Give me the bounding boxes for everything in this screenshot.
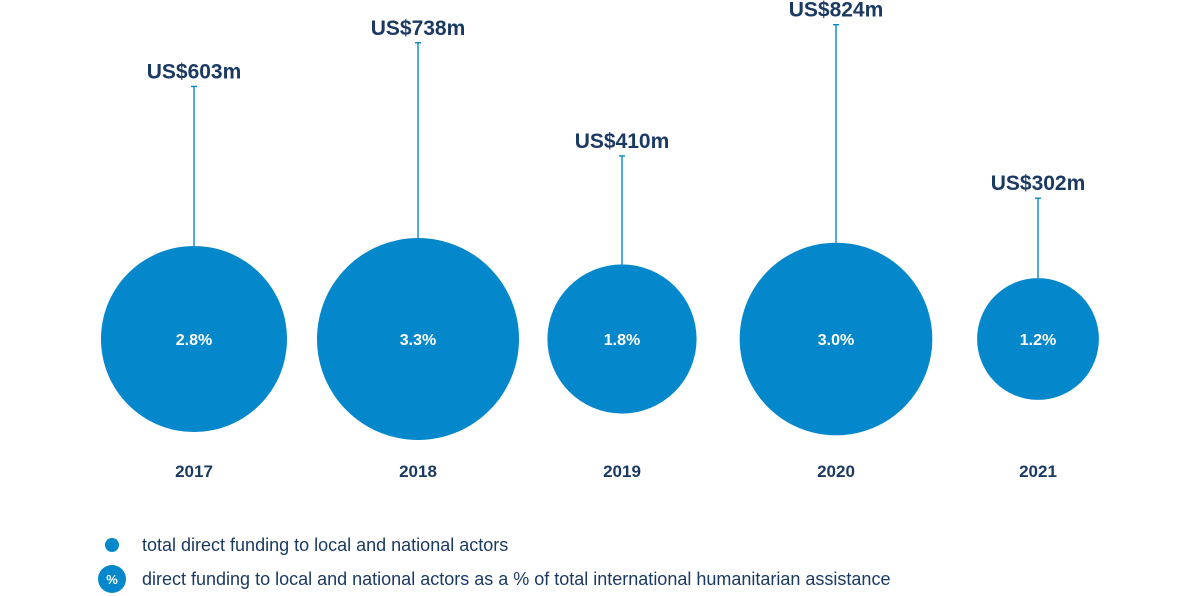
amount-label-2017: US$603m [147, 60, 242, 83]
bubble-2018 [317, 238, 519, 440]
legend-item-percentage: % direct funding to local and national a… [96, 562, 1096, 596]
percent-label-2018: 3.3% [400, 332, 436, 349]
bubble-2021 [977, 278, 1099, 400]
legend-marker-total-funding [96, 529, 128, 561]
amount-label-2019: US$410m [575, 130, 670, 153]
legend: total direct funding to local and nation… [96, 528, 1096, 596]
legend-label-total-funding: total direct funding to local and nation… [142, 534, 509, 555]
legend-item-total-funding: total direct funding to local and nation… [96, 528, 1096, 562]
percent-label-2021: 1.2% [1020, 332, 1056, 349]
bubble-2019 [547, 264, 697, 414]
amount-label-2020: US$824m [789, 0, 884, 22]
percent-label-2020: 3.0% [818, 332, 854, 349]
percent-label-2017: 2.8% [176, 332, 212, 349]
bubble-2017 [100, 245, 288, 433]
percent-icon: % [98, 565, 126, 593]
bubble-chart: US$603m 2.8% 2017 US$738m 3.3% 2018 US$410m 1.8… [100, 0, 1099, 481]
legend-marker-percentage: % [96, 563, 128, 595]
bubble-2020 [739, 242, 933, 436]
year-label-2020: 2020 [817, 462, 855, 481]
year-label-2021: 2021 [1019, 462, 1057, 481]
circle-icon [105, 538, 119, 552]
percent-label-2019: 1.8% [604, 332, 640, 349]
year-label-2017: 2017 [175, 462, 213, 481]
amount-label-2021: US$302m [991, 172, 1086, 195]
amount-label-2018: US$738m [371, 17, 466, 40]
year-label-2018: 2018 [399, 462, 437, 481]
legend-label-percentage: direct funding to local and national act… [142, 568, 891, 589]
year-label-2019: 2019 [603, 462, 641, 481]
